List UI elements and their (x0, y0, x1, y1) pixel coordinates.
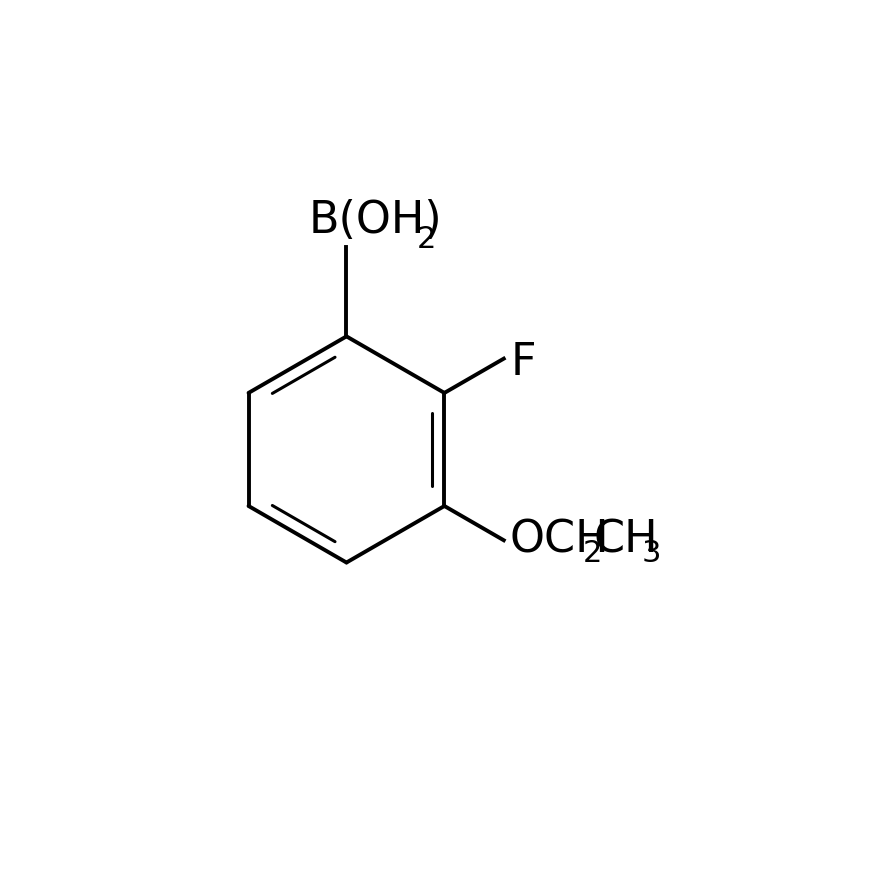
Text: 2: 2 (583, 539, 603, 569)
Text: 3: 3 (642, 539, 661, 569)
Text: 2: 2 (417, 225, 436, 255)
Text: OCH: OCH (509, 519, 609, 562)
Text: B(OH): B(OH) (309, 198, 442, 242)
Text: CH: CH (594, 519, 658, 562)
Text: F: F (511, 341, 537, 384)
